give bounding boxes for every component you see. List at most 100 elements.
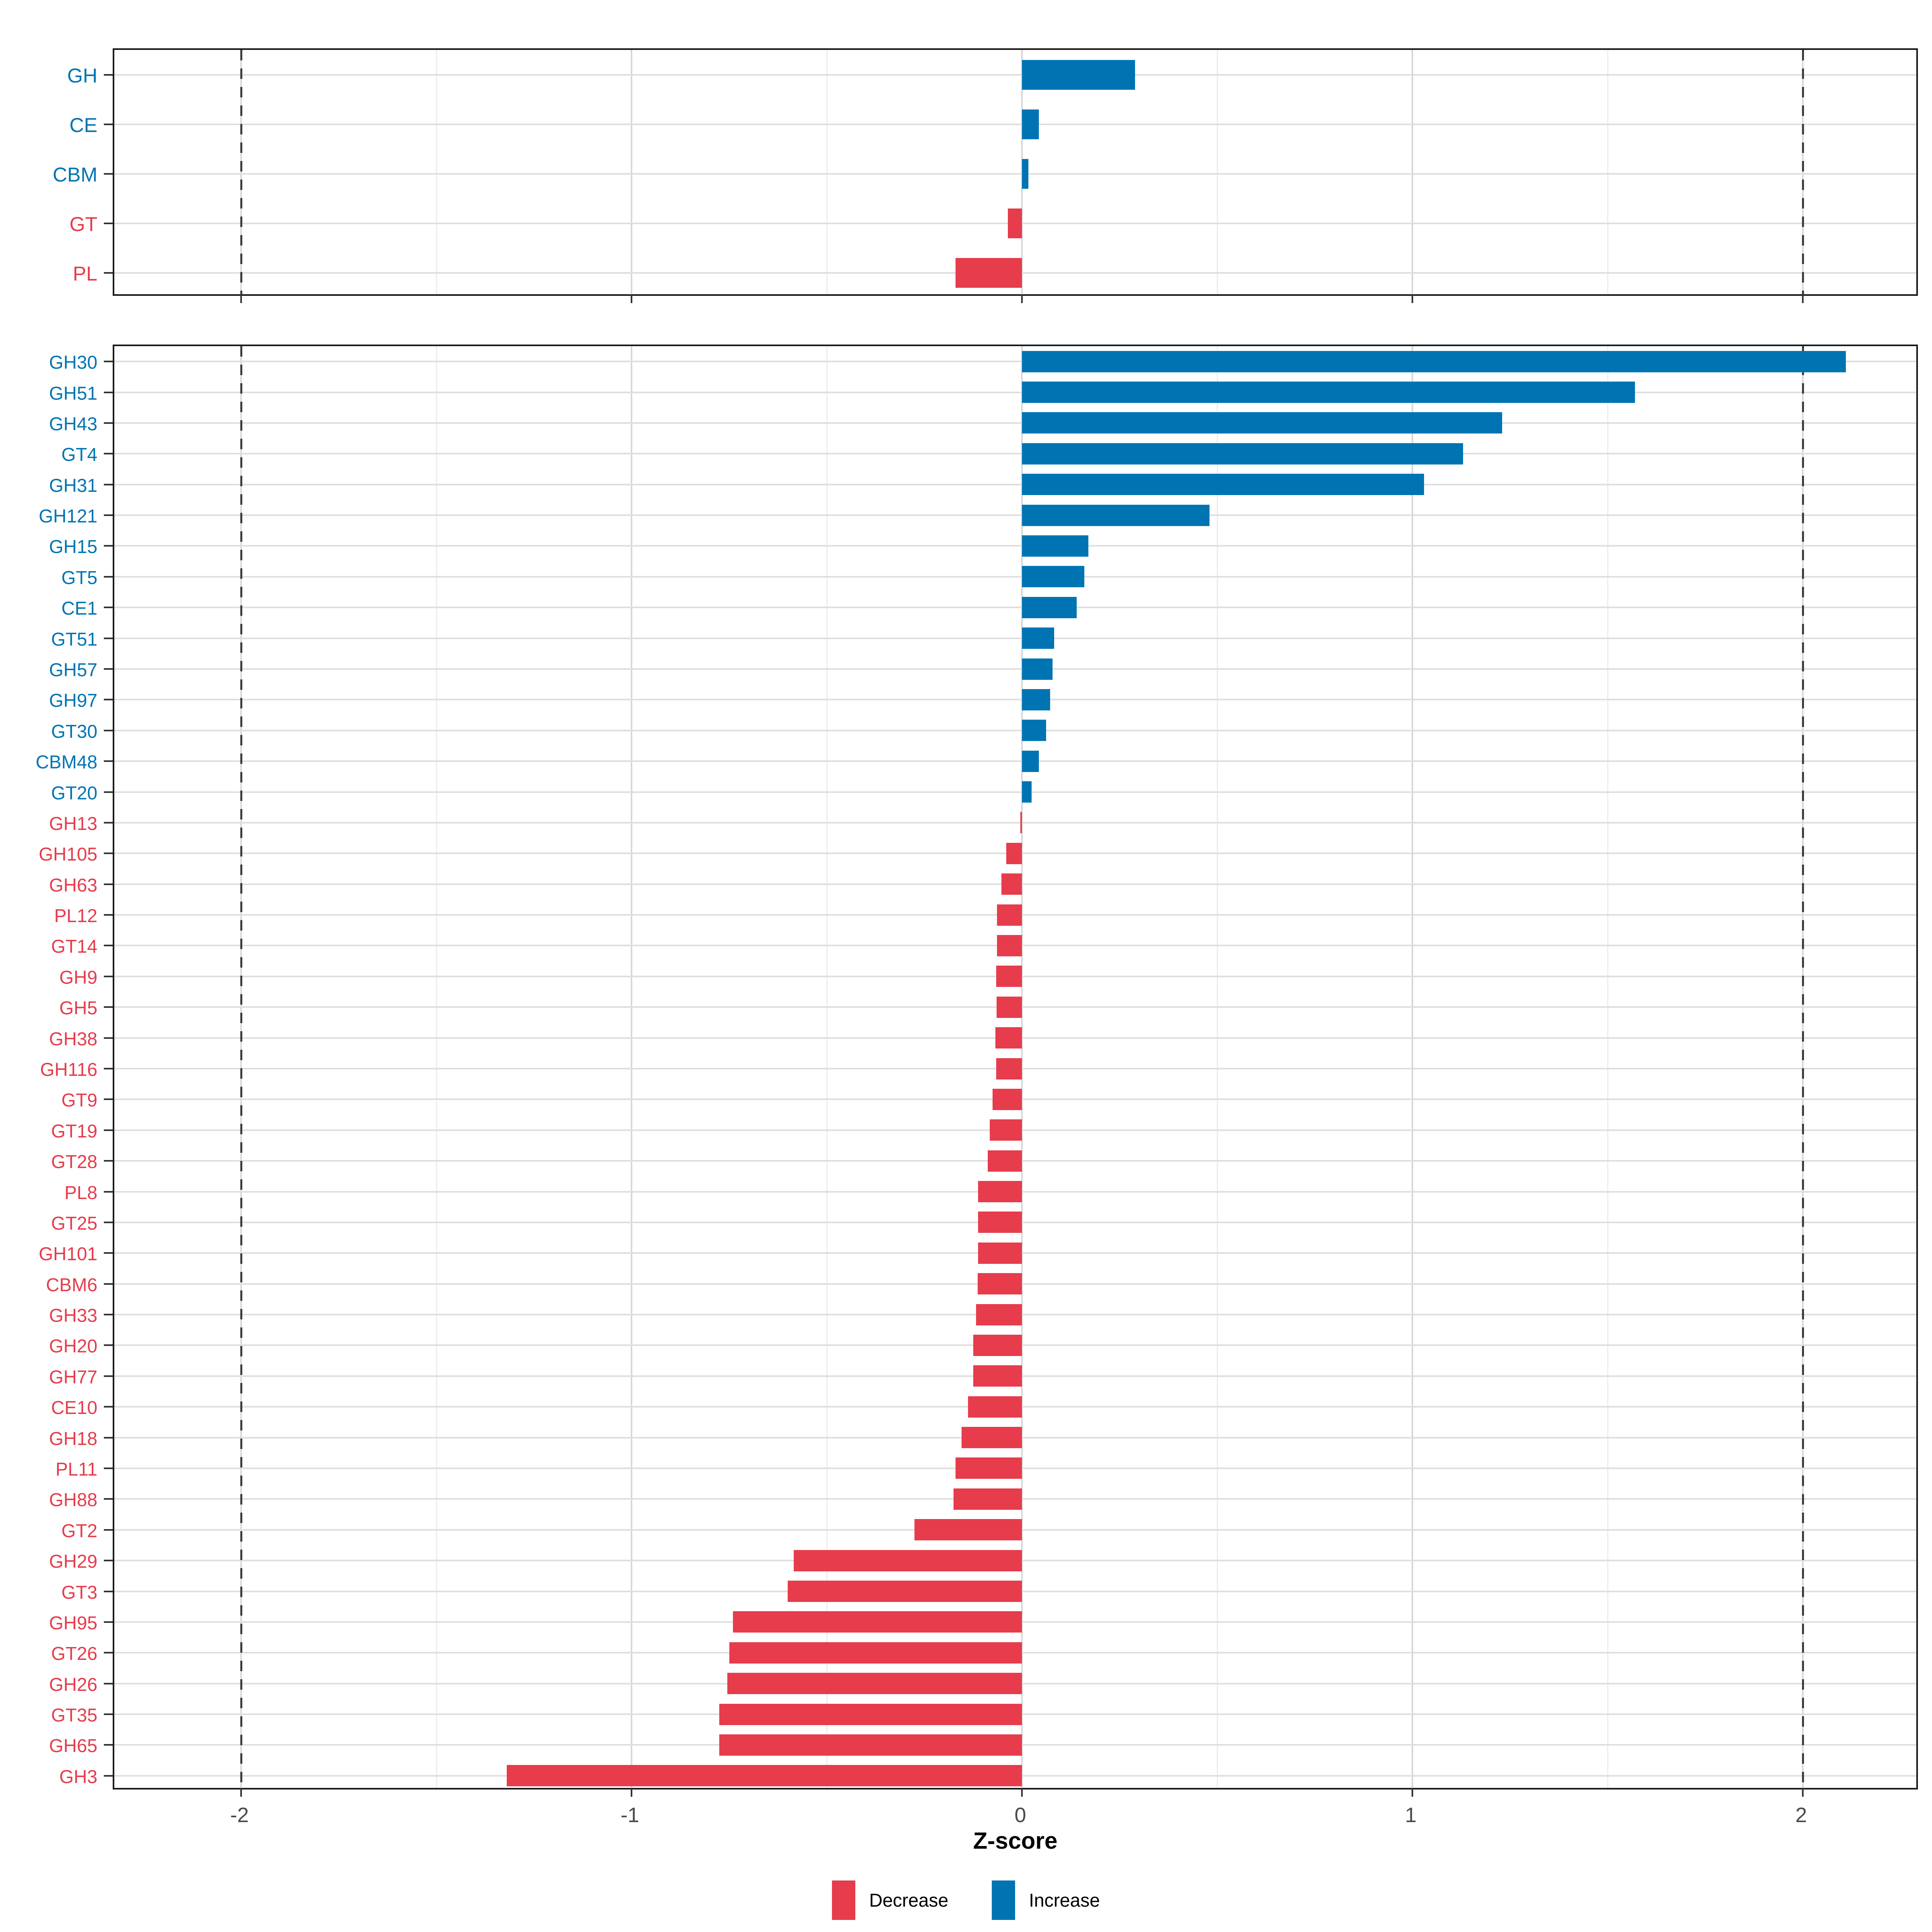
y-axis-label-pl12: PL12 <box>54 905 97 927</box>
y-tick <box>104 975 113 977</box>
y-tick <box>104 607 113 609</box>
y-axis-label-gh33: GH33 <box>49 1305 97 1326</box>
x-tick <box>1412 1788 1413 1797</box>
y-tick <box>104 1498 113 1500</box>
bar-gh30 <box>1022 351 1846 372</box>
minor-gridline <box>826 50 828 294</box>
bar-gh51 <box>1022 382 1635 403</box>
y-tick <box>104 483 113 485</box>
y-axis-label-gh30: GH30 <box>49 352 97 373</box>
y-tick <box>104 1744 113 1746</box>
legend-swatch-increase <box>992 1880 1016 1920</box>
y-axis-label-cbm48: CBM48 <box>35 751 97 773</box>
bar-cbm <box>1022 159 1029 189</box>
y-axis-label-pl8: PL8 <box>64 1182 97 1203</box>
bar-gh26 <box>727 1673 1022 1695</box>
y-axis-label-gt3: GT3 <box>61 1581 97 1603</box>
row-gridline <box>114 483 1916 485</box>
bar-pl <box>956 258 1022 288</box>
y-axis-label-gt20: GT20 <box>51 782 97 803</box>
y-tick <box>104 1252 113 1254</box>
y-axis-label-gh57: GH57 <box>49 659 97 681</box>
panel-subfamilies: GH30 GH51 GH43 GT4 GH31 GH121 GH15 GT5 CE1 GT51 GH… <box>36 345 1918 1797</box>
bar-gh88 <box>954 1488 1022 1510</box>
y-tick <box>104 1713 113 1715</box>
x-tick-label: 1 <box>1405 1804 1417 1827</box>
major-gridline <box>1412 50 1413 294</box>
bar-gh5 <box>996 996 1022 1018</box>
bar-gh15 <box>1022 535 1088 557</box>
x-tick <box>1802 294 1804 303</box>
y-axis-label-gh101: GH101 <box>39 1243 97 1265</box>
y-tick <box>104 453 113 455</box>
y-axis-label-ce10: CE10 <box>51 1397 97 1418</box>
bar-gt30 <box>1022 720 1046 741</box>
row-gridline <box>114 453 1916 455</box>
bar-gh3 <box>506 1765 1022 1787</box>
reference-line-dashed <box>240 346 242 1788</box>
y-tick <box>104 637 113 639</box>
y-tick <box>104 791 113 793</box>
bar-gt9 <box>993 1088 1022 1110</box>
minor-gridline <box>436 50 437 294</box>
y-tick <box>104 361 113 363</box>
bar-gt5 <box>1022 566 1085 588</box>
bar-gt4 <box>1022 443 1463 464</box>
panel-families: GH CE CBM GT PL <box>53 48 1918 303</box>
y-axis-label-gh31: GH31 <box>49 475 97 496</box>
bar-gt2 <box>914 1519 1022 1541</box>
minor-gridline <box>1216 346 1218 1788</box>
major-gridline <box>1021 346 1023 1788</box>
y-axis-label-gt26: GT26 <box>51 1643 97 1664</box>
y-axis-label-ce: CE <box>69 114 97 136</box>
bar-ce <box>1022 109 1039 139</box>
y-tick <box>104 272 113 274</box>
y-axis-label-gh15: GH15 <box>49 536 97 557</box>
bar-pl12 <box>997 904 1022 926</box>
x-tick-label: -2 <box>230 1804 249 1827</box>
reference-line-dashed <box>1802 50 1804 294</box>
major-gridline <box>1412 346 1413 1788</box>
reference-line-dashed <box>1802 346 1804 1788</box>
y-axis-label-gt30: GT30 <box>51 720 97 742</box>
minor-gridline <box>826 346 828 1788</box>
y-tick <box>104 729 113 731</box>
y-tick <box>104 1375 113 1377</box>
bar-gt26 <box>729 1642 1022 1664</box>
bar-gt51 <box>1022 627 1054 649</box>
row-gridline <box>114 699 1916 701</box>
y-tick <box>104 945 113 947</box>
row-gridline <box>114 607 1916 609</box>
y-axis-label-gt19: GT19 <box>51 1120 97 1141</box>
y-axis-label-gt: GT <box>69 213 97 235</box>
y-tick <box>104 1160 113 1162</box>
major-gridline <box>631 346 632 1788</box>
y-axis-label-gh20: GH20 <box>49 1335 97 1357</box>
y-axis-label-gt25: GT25 <box>51 1212 97 1234</box>
row-gridline <box>114 173 1916 175</box>
row-gridline <box>114 545 1916 547</box>
y-axis-label-gh77: GH77 <box>49 1366 97 1387</box>
y-axis-label-gh5: GH5 <box>59 997 97 1019</box>
row-gridline <box>114 791 1916 793</box>
y-tick <box>104 1437 113 1439</box>
y-tick <box>104 1560 113 1562</box>
bar-gh97 <box>1022 689 1050 710</box>
bar-gh65 <box>719 1734 1022 1756</box>
y-tick <box>104 1406 113 1408</box>
y-tick <box>104 1068 113 1069</box>
y-tick <box>104 1682 113 1684</box>
y-axis-label-gh51: GH51 <box>49 382 97 404</box>
y-axis-label-gh13: GH13 <box>49 813 97 834</box>
row-gridline <box>114 576 1916 578</box>
minor-gridline <box>1607 50 1608 294</box>
y-tick <box>104 1191 113 1193</box>
row-gridline <box>114 361 1916 363</box>
row-gridline <box>114 514 1916 516</box>
y-tick <box>104 1621 113 1623</box>
y-tick <box>104 1467 113 1469</box>
bar-gh20 <box>973 1334 1022 1356</box>
bar-gh105 <box>1006 842 1022 864</box>
x-tick-label: 0 <box>1014 1804 1026 1827</box>
y-tick <box>104 883 113 885</box>
